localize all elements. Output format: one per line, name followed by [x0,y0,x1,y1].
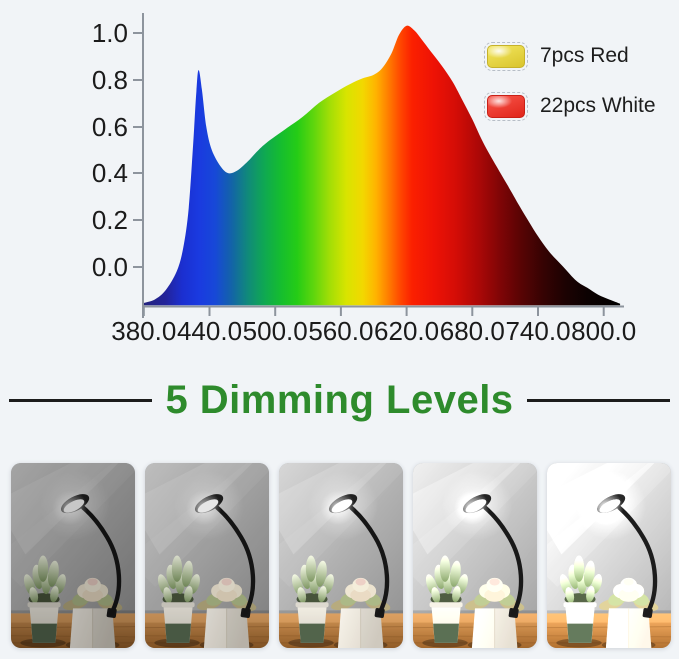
lamp-light-glow [186,490,222,526]
x-axis-label: 800.0 [571,316,637,346]
left-succulent-plant [559,555,602,606]
grow-light-scene-level-2 [145,463,269,648]
dimming-panel-level-2 [145,463,269,648]
x-axis-label: 560.0 [308,316,374,346]
page-title: 5 Dimming Levels [165,377,514,422]
left-succulent-plant [425,555,468,606]
right-pot [471,608,518,648]
lamp-light-glow [320,490,356,526]
left-pot [27,602,61,643]
y-axis-label: 0.0 [91,252,128,282]
right-pot [605,608,652,648]
left-pot [563,602,597,643]
grow-lamp [454,490,524,618]
title-rule-right [526,398,670,402]
legend-label: 22pcs White [540,94,656,117]
y-axis-label: 0.8 [91,65,128,95]
x-axis-label: 500.0 [242,316,308,346]
lamp-gooseneck [81,505,122,616]
x-tick-marks [142,307,605,316]
right-succulent-plant [62,577,123,612]
x-axis-label: 680.0 [439,316,505,346]
x-axis-label: 620.0 [374,316,440,346]
dimming-panel-level-1 [11,463,135,648]
lamp-gooseneck [215,505,256,616]
grow-light-scene-level-4 [413,463,537,648]
spectrum-chart: 1.0 0.8 0.6 0.4 0.2 0.0 380.0 440.0 500.… [91,13,656,346]
x-axis-label: 380.0 [111,316,177,346]
lamp-light-glow [454,490,490,526]
right-pot [69,608,116,648]
right-pot [337,608,384,648]
grow-light-scene-level-1 [11,463,135,648]
left-pot [429,602,463,643]
left-succulent-plant [23,555,66,606]
y-axis-label: 1.0 [91,18,128,48]
right-succulent-plant [330,577,391,612]
lamp-gooseneck [617,505,658,616]
dimming-panel-level-4 [413,463,537,648]
title-rule-left [9,398,153,402]
y-axis-label: 0.6 [91,112,128,142]
section-title-row: 5 Dimming Levels [0,372,679,428]
x-axis-label: 740.0 [505,316,571,346]
dimming-panel-level-5 [547,463,671,648]
right-succulent-plant [196,577,257,612]
right-pot [203,608,250,648]
lamp-light-glow [52,490,88,526]
grow-lamp [52,490,122,618]
legend-item-white-leds: 22pcs White [484,91,656,121]
y-axis-label: 0.2 [91,205,128,235]
y-tick-marks [133,32,142,268]
right-succulent-plant [598,577,659,612]
legend-item-red-leds: 7pcs Red [484,41,629,71]
grow-light-scene-level-3 [279,463,403,648]
left-pot [161,602,195,643]
x-axis-label: 440.0 [176,316,243,346]
grow-light-scene-level-5 [547,463,671,648]
red-led-chip-swatch [484,91,528,121]
legend-label: 7pcs Red [540,44,629,67]
grow-lamp [186,490,256,618]
right-succulent-plant [464,577,525,612]
spectrum-plot [133,13,624,318]
yellow-led-chip-swatch [484,41,528,71]
grow-lamp [320,490,390,618]
lamp-light-glow [588,490,624,526]
grow-lamp [588,490,658,618]
spectrum-curve [143,25,621,306]
left-succulent-plant [291,555,334,606]
lamp-gooseneck [483,505,524,616]
dimming-panel-level-3 [279,463,403,648]
dimming-levels-gallery [11,463,671,648]
lamp-gooseneck [349,505,390,616]
y-axis-label: 0.4 [91,158,128,188]
left-succulent-plant [157,555,200,606]
left-pot [295,602,329,643]
